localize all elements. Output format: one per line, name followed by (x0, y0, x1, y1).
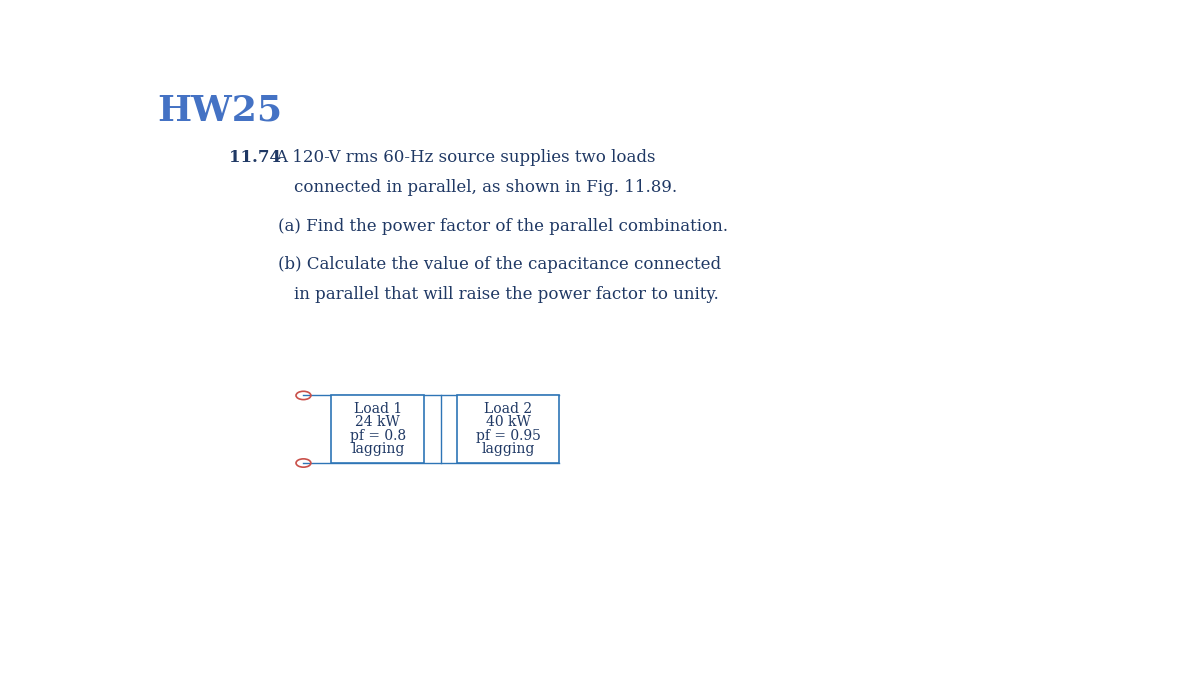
Text: pf = 0.8: pf = 0.8 (349, 429, 406, 443)
Text: pf = 0.95: pf = 0.95 (475, 429, 540, 443)
FancyBboxPatch shape (331, 396, 425, 463)
Text: Load 1: Load 1 (354, 402, 402, 416)
Text: (a) Find the power factor of the parallel combination.: (a) Find the power factor of the paralle… (278, 218, 728, 235)
Text: 24 kW: 24 kW (355, 415, 401, 429)
Text: A 120-V rms 60-Hz source supplies two loads: A 120-V rms 60-Hz source supplies two lo… (276, 148, 656, 165)
Text: 11.74: 11.74 (229, 148, 281, 165)
Text: lagging: lagging (352, 442, 404, 456)
FancyBboxPatch shape (457, 396, 559, 463)
Text: Load 2: Load 2 (484, 402, 532, 416)
Text: in parallel that will raise the power factor to unity.: in parallel that will raise the power fa… (294, 286, 719, 302)
Text: connected in parallel, as shown in Fig. 11.89.: connected in parallel, as shown in Fig. … (294, 179, 677, 196)
Text: (b) Calculate the value of the capacitance connected: (b) Calculate the value of the capacitan… (278, 256, 721, 273)
Text: HW25: HW25 (157, 94, 282, 128)
Text: 40 kW: 40 kW (486, 415, 530, 429)
Text: lagging: lagging (481, 442, 535, 456)
